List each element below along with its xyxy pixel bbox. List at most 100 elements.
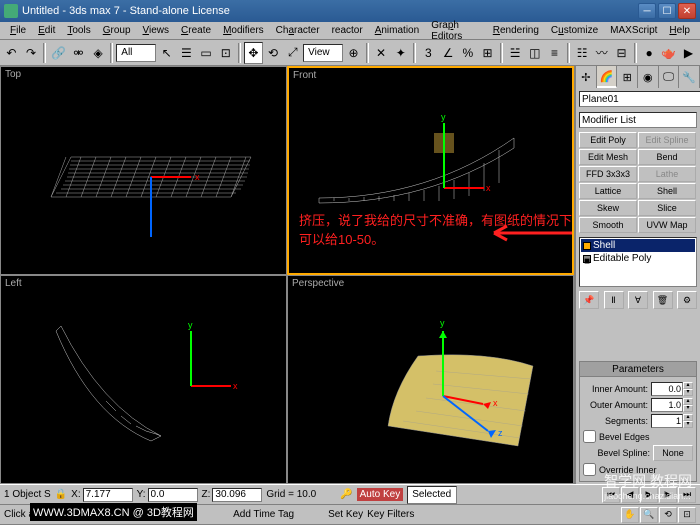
nav-orbit-button[interactable]: ⟲: [659, 507, 677, 523]
pin-stack-button[interactable]: 📌: [579, 291, 599, 309]
motion-tab[interactable]: ◉: [638, 66, 659, 88]
unlink-button[interactable]: ⚮: [69, 42, 88, 64]
remove-button[interactable]: 🗑: [653, 291, 673, 309]
link-button[interactable]: 🔗: [49, 42, 68, 64]
window-crossing-button[interactable]: ⊡: [216, 42, 235, 64]
nav-zoom-button[interactable]: 🔍: [640, 507, 658, 523]
align-button[interactable]: ≡: [545, 42, 564, 64]
create-tab[interactable]: ✢: [576, 66, 597, 88]
stack-editablepoly[interactable]: ■Editable Poly: [581, 252, 695, 265]
render-scene-button[interactable]: 🫖: [659, 42, 678, 64]
hierarchy-tab[interactable]: ⊞: [617, 66, 638, 88]
named-sel-button[interactable]: ☱: [506, 42, 525, 64]
mod-editmesh[interactable]: Edit Mesh: [579, 149, 637, 165]
redo-button[interactable]: ↷: [22, 42, 41, 64]
mod-skew[interactable]: Skew: [579, 200, 637, 216]
pivot-button[interactable]: ⊕: [344, 42, 363, 64]
snap-button[interactable]: 3: [419, 42, 438, 64]
select-region-button[interactable]: ▭: [197, 42, 216, 64]
undo-button[interactable]: ↶: [2, 42, 21, 64]
mod-slice[interactable]: Slice: [638, 200, 696, 216]
spinner-up[interactable]: ▴: [683, 382, 693, 389]
restrict-x-button[interactable]: ✕: [372, 42, 391, 64]
menu-tools[interactable]: Tools: [61, 24, 96, 37]
keyfilters-button[interactable]: Key Filters: [367, 509, 414, 520]
modifier-list-dropdown[interactable]: Modifier List: [579, 112, 697, 128]
inner-amount-input[interactable]: [651, 382, 683, 396]
mod-uvwmap[interactable]: UVW Map: [638, 217, 696, 233]
schematic-button[interactable]: ⊟: [612, 42, 631, 64]
mod-shell[interactable]: Shell: [638, 183, 696, 199]
mod-bend[interactable]: Bend: [638, 149, 696, 165]
show-result-button[interactable]: Ⅱ: [604, 291, 624, 309]
configure-button[interactable]: ⚙: [677, 291, 697, 309]
menu-modifiers[interactable]: Modifiers: [217, 24, 270, 37]
menu-views[interactable]: Views: [137, 24, 176, 37]
rotate-button[interactable]: ⟲: [264, 42, 283, 64]
menu-file[interactable]: File: [4, 24, 32, 37]
menu-maxscript[interactable]: MAXScript: [604, 24, 663, 37]
selection-filter[interactable]: All: [116, 44, 156, 62]
menu-edit[interactable]: Edit: [32, 24, 61, 37]
menu-reactor[interactable]: reactor: [326, 24, 369, 37]
viewport-front[interactable]: Front x y 挤压，说了我给的尺寸不准确，有图纸的情况下 可以给10-50…: [287, 66, 574, 275]
autokey-button[interactable]: Auto Key: [357, 488, 404, 501]
menu-rendering[interactable]: Rendering: [487, 24, 545, 37]
mod-lattice[interactable]: Lattice: [579, 183, 637, 199]
layers-button[interactable]: ☷: [573, 42, 592, 64]
modifier-stack[interactable]: Shell ■Editable Poly: [579, 237, 697, 287]
keymode-select[interactable]: Selected: [407, 486, 457, 504]
segments-input[interactable]: [651, 414, 683, 428]
scale-button[interactable]: ⤢: [283, 42, 302, 64]
bind-button[interactable]: ◈: [89, 42, 108, 64]
display-tab[interactable]: 🖵: [659, 66, 680, 88]
override-inner-check[interactable]: [583, 463, 596, 476]
utilities-tab[interactable]: 🔧: [679, 66, 700, 88]
menu-group[interactable]: Group: [97, 24, 137, 37]
unique-button[interactable]: ∀: [628, 291, 648, 309]
mod-ffd[interactable]: FFD 3x3x3: [579, 166, 637, 182]
close-button[interactable]: ✕: [678, 3, 696, 19]
manipulate-button[interactable]: ✦: [391, 42, 410, 64]
mod-editpoly[interactable]: Edit Poly: [579, 132, 637, 148]
maximize-button[interactable]: ☐: [658, 3, 676, 19]
angle-snap-button[interactable]: ∠: [439, 42, 458, 64]
time-tag[interactable]: Add Time Tag: [233, 509, 294, 520]
move-button[interactable]: ✥: [244, 42, 263, 64]
quick-render-button[interactable]: ▶: [679, 42, 698, 64]
mod-lathe[interactable]: Lathe: [638, 166, 696, 182]
object-name-input[interactable]: [579, 91, 700, 107]
modify-tab[interactable]: 🌈: [597, 66, 618, 88]
curve-editor-button[interactable]: 〰: [592, 42, 611, 64]
viewport-left[interactable]: Left x y: [0, 275, 287, 484]
minimize-button[interactable]: ─: [638, 3, 656, 19]
y-coord-input[interactable]: [148, 488, 198, 502]
menu-create[interactable]: Create: [175, 24, 217, 37]
select-name-button[interactable]: ☰: [177, 42, 196, 64]
menu-character[interactable]: Character: [270, 24, 326, 37]
bevel-edges-check[interactable]: [583, 430, 596, 443]
select-button[interactable]: ↖: [157, 42, 176, 64]
material-button[interactable]: ●: [640, 42, 659, 64]
spinner-down[interactable]: ▾: [683, 389, 693, 396]
ref-coord[interactable]: View: [303, 44, 343, 62]
viewport-top[interactable]: Top x: [0, 66, 287, 275]
percent-snap-button[interactable]: %: [458, 42, 477, 64]
mod-editspline[interactable]: Edit Spline: [638, 132, 696, 148]
bevel-spline-button[interactable]: None: [653, 445, 693, 461]
menu-help[interactable]: Help: [663, 24, 696, 37]
nav-pan-button[interactable]: ✋: [621, 507, 639, 523]
parameters-rollout[interactable]: Parameters: [579, 361, 697, 377]
x-coord-input[interactable]: [83, 488, 133, 502]
mirror-button[interactable]: ◫: [525, 42, 544, 64]
menu-customize[interactable]: Customize: [545, 24, 604, 37]
spinner-snap-button[interactable]: ⊞: [478, 42, 497, 64]
viewport-perspective[interactable]: Perspective x y z: [287, 275, 574, 484]
z-coord-input[interactable]: [212, 488, 262, 502]
menu-grapheditors[interactable]: Graph Editors: [425, 19, 487, 43]
mod-smooth[interactable]: Smooth: [579, 217, 637, 233]
menu-animation[interactable]: Animation: [369, 24, 425, 37]
outer-amount-input[interactable]: [651, 398, 683, 412]
setkey-button[interactable]: Set Key: [328, 509, 363, 520]
nav-max-button[interactable]: ⊡: [678, 507, 696, 523]
